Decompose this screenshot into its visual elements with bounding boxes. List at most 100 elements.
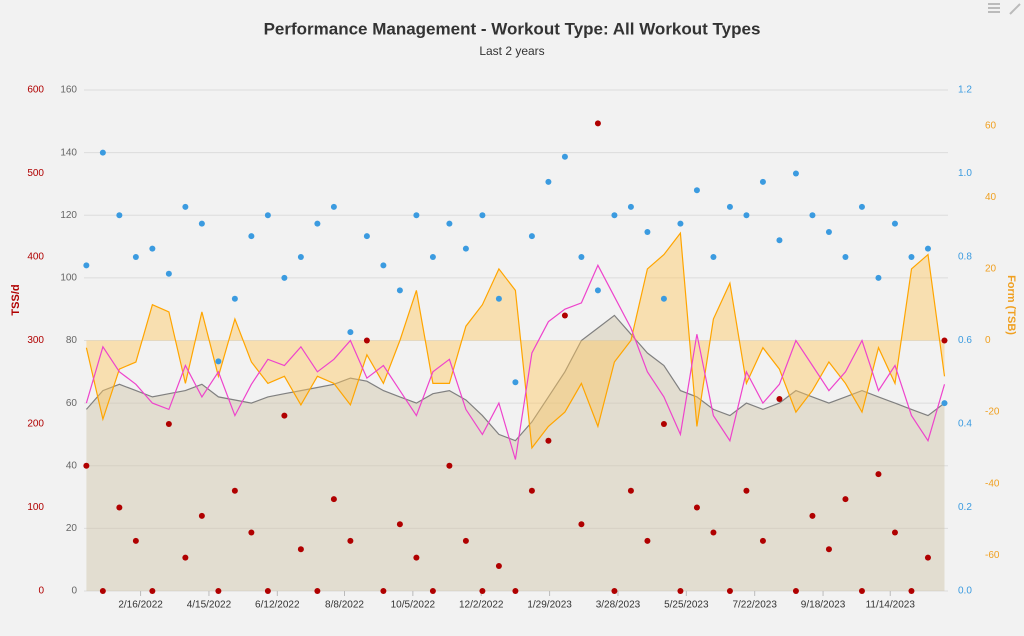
point [297,546,304,553]
point [594,120,601,127]
x-tick-label: 3/28/2023 [596,600,641,611]
point [396,287,403,294]
point [776,237,783,244]
point [578,254,585,260]
point [941,400,948,407]
y4-tick-label: 20 [985,264,997,275]
x-tick-label: 6/12/2022 [255,600,300,611]
expand-icon[interactable] [1009,3,1021,15]
point [495,562,502,569]
point [231,295,238,302]
point [116,504,123,511]
point [809,212,816,219]
y2-tick-label: 0.6 [958,335,972,346]
y-tick-label: 80 [66,335,78,346]
y2-tick-label: 0.8 [958,252,972,263]
y2-tick-label: 0.4 [958,419,972,430]
y-tick-label: 160 [60,85,77,96]
point [446,462,453,469]
x-tick-label: 10/5/2022 [391,600,436,611]
point [875,274,882,281]
point [429,588,436,594]
point [363,337,370,344]
point [710,254,717,260]
point [198,220,205,227]
y2-tick-label: 1.0 [958,168,972,179]
point [627,203,634,210]
point [528,233,535,240]
point [677,588,684,594]
point [908,588,915,594]
point [314,220,321,227]
point [776,395,783,402]
point [429,254,436,260]
point [726,203,733,210]
line [85,263,946,460]
point [479,588,486,594]
point [165,270,172,277]
y3-tick-label: 500 [27,168,44,179]
y3-tick-label: 600 [27,85,44,96]
point [644,537,651,544]
point [825,546,832,553]
point [248,233,255,240]
point [842,254,849,260]
point [264,212,271,219]
y4-tick-label: -40 [985,478,1000,489]
point [759,537,766,544]
point [446,220,453,227]
point [462,537,469,544]
point [693,504,700,511]
point [825,228,832,235]
y-tick-label: 60 [66,398,78,409]
point [462,245,469,252]
point [611,588,618,594]
point [363,233,370,240]
point [132,254,139,260]
point [759,178,766,185]
point [627,487,634,494]
point [677,220,684,227]
point [99,588,106,594]
point [83,462,90,469]
point [231,487,238,494]
point [561,153,568,160]
point [479,212,486,219]
point [660,295,667,302]
y4-axis-title: Form (TSB) [1005,275,1017,335]
point [330,496,337,503]
point [545,437,552,444]
area-fill [86,315,945,591]
menu-icon[interactable] [988,3,1000,13]
y2-tick-label: 1.2 [958,85,972,96]
point [891,220,898,227]
point [264,588,271,594]
point [941,337,948,344]
x-tick-label: 5/25/2023 [664,600,709,611]
y2-tick-label: 0.0 [958,586,972,597]
point [561,312,568,319]
chart-subtitle: Last 2 years [479,44,544,58]
point [413,554,420,561]
y4-tick-label: 0 [985,335,991,346]
y3-tick-label: 300 [27,335,44,346]
point [132,537,139,544]
y3-tick-label: 200 [27,419,44,430]
expand-line[interactable] [1009,3,1021,15]
y4-tick-label: -60 [985,550,1000,561]
point [165,421,172,427]
y-tick-label: 40 [66,460,78,471]
y4-tick-label: 40 [985,192,997,203]
y2-tick-label: 0.2 [958,502,972,513]
point [545,178,552,185]
point [396,521,403,528]
point [330,203,337,210]
x-tick-label: 4/15/2022 [187,600,232,611]
point [578,521,585,528]
point [380,262,387,269]
point [710,529,717,536]
point [924,554,931,561]
y-tick-label: 20 [66,523,78,534]
point [116,212,123,219]
